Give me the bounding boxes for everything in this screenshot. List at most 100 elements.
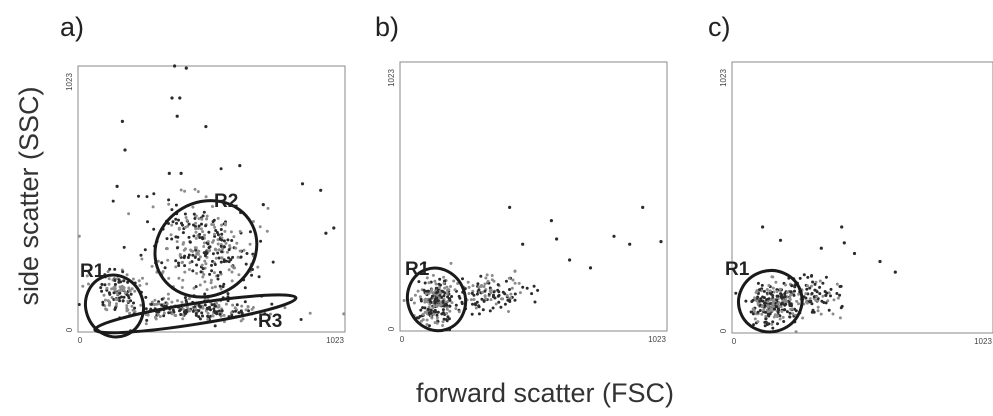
event-point [219,260,223,264]
event-point [146,220,149,224]
event-point [428,302,432,306]
event-point [491,306,495,310]
gate-label-r3: R3 [258,311,282,332]
event-point [201,306,205,310]
event-point [156,313,160,316]
event-point [836,296,840,300]
event-point [893,270,897,274]
event-point [150,264,154,268]
gate-r1 [737,269,804,334]
event-point [210,263,213,267]
event-point [167,171,171,175]
event-point [413,293,417,297]
event-point [194,285,198,289]
event-point [776,310,780,314]
event-point [775,298,779,302]
event-point [139,253,143,257]
event-point [103,298,107,302]
event-point [200,263,204,267]
event-point [430,288,434,292]
event-point [775,315,779,319]
event-point [533,300,537,304]
event-point [170,208,174,212]
event-point [488,309,492,313]
x-tick-label: 1023 [648,335,666,344]
event-point [186,256,190,259]
event-point [808,286,812,290]
event-point [483,289,487,293]
event-point [133,289,137,293]
x-tick-label: 0 [400,335,405,344]
event-point [776,322,779,326]
event-point [127,296,131,300]
event-point [422,288,426,292]
event-point [196,190,200,194]
panel-letter: a) [60,12,84,42]
event-point [152,192,156,196]
event-point [117,278,121,282]
event-point [774,280,778,284]
event-point [470,291,474,295]
event-point [237,311,241,315]
plot-frame [77,65,346,333]
event-point [434,282,438,286]
event-point [509,296,513,300]
event-point [130,304,134,308]
event-point [513,298,517,302]
event-point [430,294,434,298]
event-point [77,303,81,306]
event-point [100,282,104,286]
event-point [205,251,209,255]
event-point [144,322,148,326]
event-point [127,212,131,216]
event-point [438,291,442,295]
event-point [132,301,135,305]
event-point [190,249,193,253]
event-point [481,308,485,312]
event-point [200,217,204,221]
event-point [244,308,248,312]
event-point [169,233,173,237]
event-point [220,250,224,254]
event-point [806,275,810,279]
event-point [778,287,782,291]
event-point [259,239,263,243]
event-point [118,299,122,303]
y-tick-label: 0 [65,327,74,332]
event-point [812,295,816,299]
event-point [213,263,217,266]
event-point [174,217,178,221]
event-point [85,274,89,278]
event-point [213,304,217,308]
event-point [808,297,812,301]
event-point [793,285,797,289]
event-point [469,298,473,302]
event-point [479,274,483,278]
event-point [518,291,522,295]
event-point [426,307,430,311]
x-tick-label: 1023 [974,337,992,346]
event-point [798,276,802,280]
event-point [194,214,198,218]
event-point [193,187,197,191]
event-point [119,280,123,284]
event-point [424,292,428,296]
y-tick-label: 1023 [719,69,728,87]
event-point [221,247,225,251]
event-point [300,182,305,186]
event-point [183,254,187,258]
event-point [433,301,437,305]
event-point [138,284,142,287]
event-point [217,256,221,260]
gate-label-r1: R1 [725,259,750,280]
event-point [525,286,529,290]
event-point [231,303,235,307]
event-point [510,286,514,290]
event-point [784,283,787,287]
event-point [442,317,446,321]
event-point [489,288,493,292]
event-point [804,296,808,300]
event-point [162,314,166,318]
event-point [220,256,224,260]
event-point [810,284,813,288]
